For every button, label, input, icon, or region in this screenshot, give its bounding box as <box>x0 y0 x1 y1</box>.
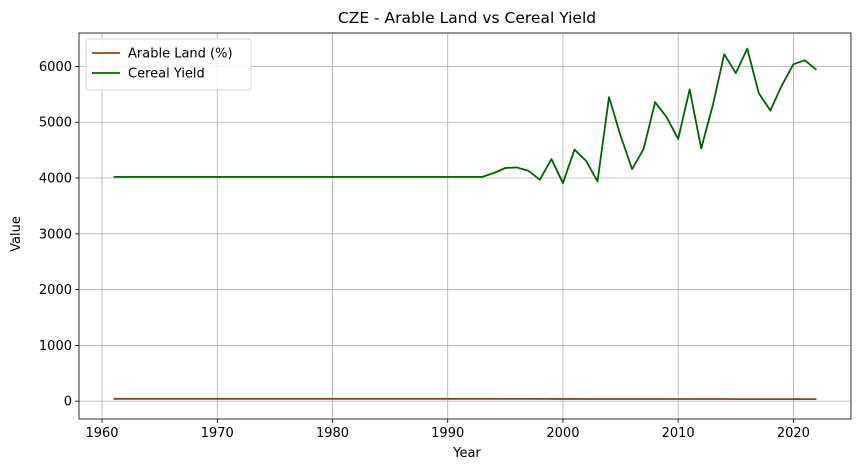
legend: Arable Land (%) Cereal Yield <box>85 38 252 91</box>
y-tick-label: 4000 <box>39 172 72 187</box>
x-tick-label: 1960 <box>85 426 118 441</box>
y-tick-label: 2000 <box>39 283 72 298</box>
y-tick-label: 0 <box>64 395 72 410</box>
plot-frame <box>78 32 852 420</box>
y-tick-label: 5000 <box>39 116 72 131</box>
x-tick-label: 1970 <box>201 426 234 441</box>
x-tick-label: 2010 <box>662 426 695 441</box>
x-tick-label: 2020 <box>777 426 810 441</box>
x-tick-label: 2000 <box>546 426 579 441</box>
legend-box <box>85 38 252 91</box>
chart-title: CZE - Arable Land vs Cereal Yield <box>338 9 596 27</box>
x-tick-label: 1990 <box>431 426 464 441</box>
y-axis-label: Value <box>9 216 24 252</box>
x-tick-label: 1980 <box>316 426 349 441</box>
y-axis-ticks: 0 1000 2000 3000 4000 5000 6000 <box>39 60 79 410</box>
y-tick-label: 3000 <box>39 227 72 242</box>
legend-label-cereal-yield: Cereal Yield <box>128 67 205 82</box>
y-tick-label: 1000 <box>39 339 72 354</box>
series-lines <box>113 47 818 400</box>
y-tick-label: 6000 <box>39 60 72 75</box>
grid <box>79 33 851 419</box>
legend-label-arable-land: Arable Land (%) <box>128 47 233 62</box>
x-axis-label: Year <box>452 446 481 461</box>
series-line-cereal-yield <box>113 47 818 184</box>
x-axis-ticks: 1960 1970 1980 1990 2000 2010 2020 <box>85 419 810 441</box>
